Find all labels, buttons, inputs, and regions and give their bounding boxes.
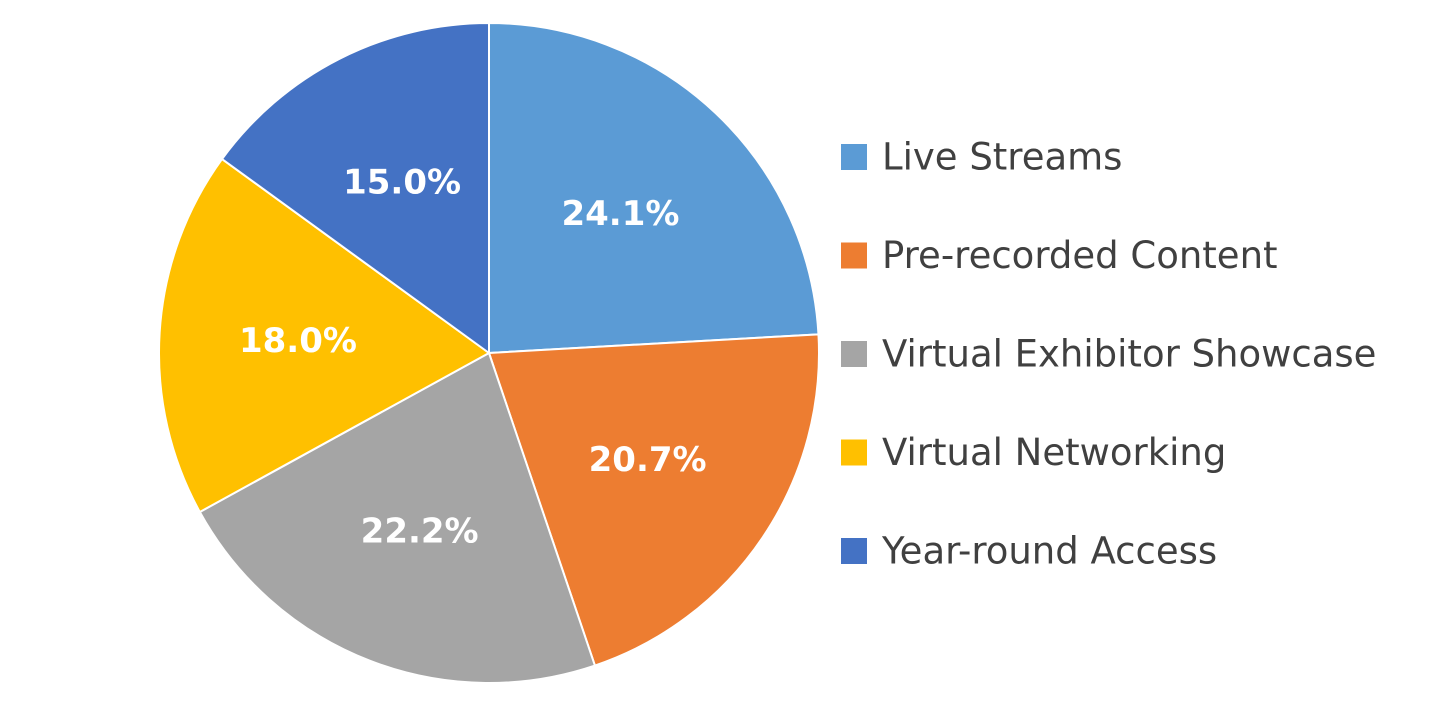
pie-slices <box>158 22 820 684</box>
pie-data-labels: 24.1% 20.7% 22.2% 18.0% 15.0% <box>239 162 707 551</box>
legend-label-live-streams: Live Streams <box>882 136 1122 179</box>
legend: Live Streams Pre-recorded Content Virtual … <box>841 136 1376 573</box>
data-label-live-streams: 24.1% <box>561 194 679 234</box>
data-label-year-round-access: 15.0% <box>343 162 461 202</box>
legend-swatch-virtual-networking <box>841 439 867 466</box>
legend-label-virtual-exhibitor-showcase: Virtual Exhibitor Showcase <box>882 333 1376 376</box>
data-label-pre-recorded-content: 20.7% <box>589 440 707 480</box>
legend-swatch-year-round-access <box>841 538 867 564</box>
pie-slice-virtual-exhibitor-showcase <box>198 352 596 684</box>
legend-label-virtual-networking: Virtual Networking <box>882 431 1226 474</box>
data-label-virtual-exhibitor-showcase: 22.2% <box>361 511 479 551</box>
legend-swatch-virtual-exhibitor-showcase <box>841 341 867 367</box>
pie-slice-virtual-networking <box>158 158 490 513</box>
data-label-virtual-networking: 18.0% <box>239 321 357 361</box>
legend-label-year-round-access: Year-round Access <box>881 530 1217 573</box>
legend-label-pre-recorded-content: Pre-recorded Content <box>882 234 1278 277</box>
pie-slice-live-streams <box>488 22 820 354</box>
pie-slice-year-round-access <box>221 22 490 354</box>
pie-slice-pre-recorded-content <box>488 333 820 667</box>
legend-swatch-live-streams <box>841 144 867 170</box>
legend-swatch-pre-recorded-content <box>841 242 867 269</box>
